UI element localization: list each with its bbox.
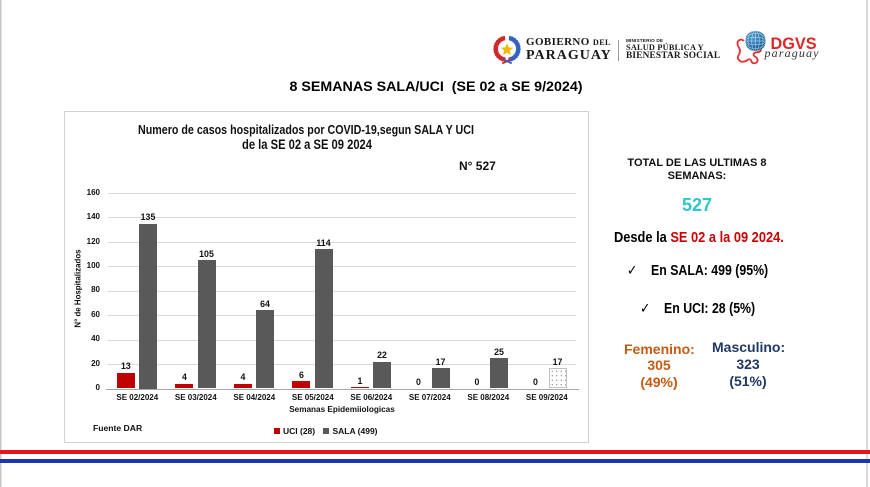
svg-text:DGVS: DGVS bbox=[771, 35, 817, 53]
svg-text:paraguay: paraguay bbox=[764, 46, 820, 60]
